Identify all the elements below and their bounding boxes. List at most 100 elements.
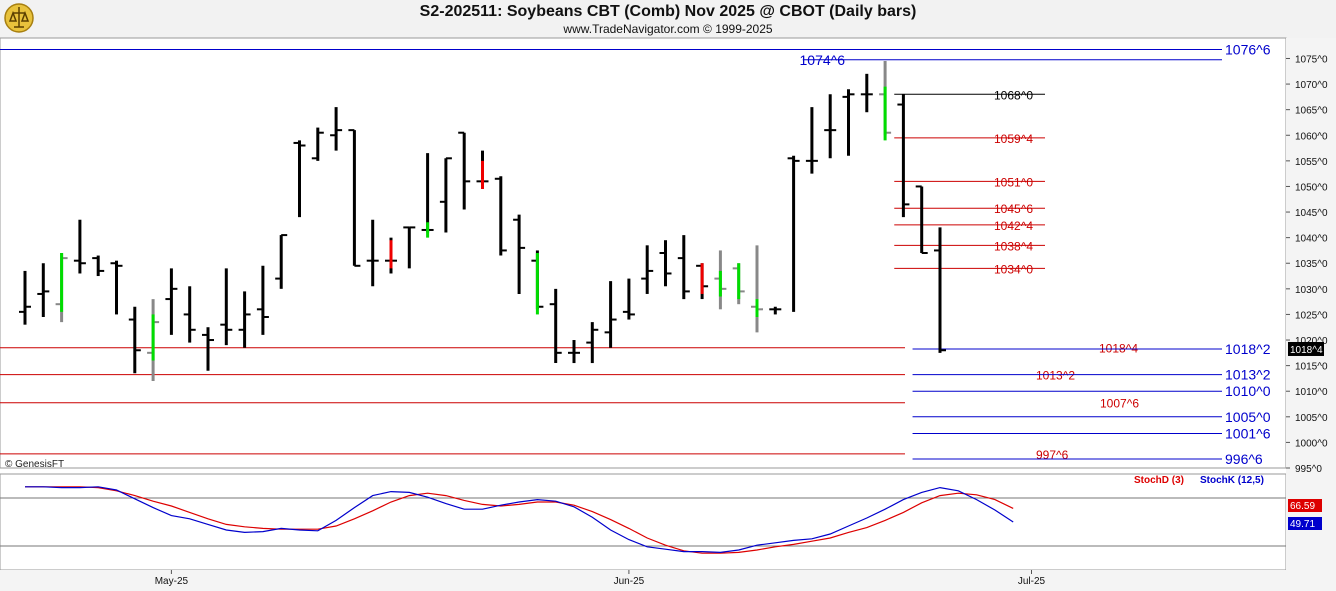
price-bar bbox=[183, 286, 196, 343]
stochd-last-box bbox=[1288, 499, 1322, 512]
chart-header bbox=[0, 0, 1336, 38]
price-bar bbox=[73, 219, 86, 274]
level-label: 1042^4 bbox=[994, 219, 1033, 233]
price-bar bbox=[256, 265, 269, 335]
level-label: 1005^0 bbox=[1225, 409, 1271, 425]
price-bar bbox=[732, 263, 745, 305]
x-tick-label: Jul-25 bbox=[1018, 576, 1046, 587]
price-bar bbox=[92, 255, 105, 277]
price-bar bbox=[879, 61, 892, 141]
price-bar bbox=[751, 245, 763, 333]
y-tick-label: 1025^0 bbox=[1295, 310, 1328, 321]
price-bar bbox=[439, 157, 452, 233]
price-bar bbox=[128, 306, 141, 374]
y-tick-label: 1040^0 bbox=[1295, 234, 1328, 245]
price-bar bbox=[110, 260, 123, 315]
y-tick-label: 995^0 bbox=[1295, 464, 1322, 475]
level-label: 997^6 bbox=[1036, 448, 1069, 462]
price-bar bbox=[622, 278, 635, 320]
x-tick-label: Jun-25 bbox=[614, 576, 645, 587]
price-bar bbox=[842, 89, 855, 156]
level-label: 1001^6 bbox=[1225, 425, 1271, 441]
price-bar bbox=[275, 234, 288, 289]
level-label: 1013^2 bbox=[1225, 367, 1271, 383]
y-tick-label: 1065^0 bbox=[1295, 106, 1328, 117]
y-tick-label: 1010^0 bbox=[1295, 387, 1328, 398]
watermark-text: © GenesisFT bbox=[5, 459, 64, 470]
y-tick-label: 1000^0 bbox=[1295, 438, 1328, 449]
price-bar bbox=[604, 281, 617, 348]
price-bar bbox=[147, 299, 160, 381]
price-bar bbox=[769, 306, 782, 315]
price-bar bbox=[403, 226, 416, 269]
chart-subtitle: www.TradeNavigator.com © 1999-2025 bbox=[563, 22, 773, 36]
price-bar bbox=[330, 107, 343, 151]
y-tick-label: 1060^0 bbox=[1295, 131, 1328, 142]
price-bar bbox=[659, 240, 672, 287]
level-label: 1051^0 bbox=[994, 175, 1033, 189]
y-axis-background bbox=[1286, 38, 1336, 591]
stochk-last-box bbox=[1288, 517, 1322, 530]
last-price-box bbox=[1288, 341, 1324, 356]
legend-stochd: StochD (3) bbox=[1134, 475, 1184, 486]
price-bar bbox=[19, 270, 31, 325]
stochd-last-label: 66.59 bbox=[1290, 501, 1315, 512]
level-label: 1007^6 bbox=[1100, 397, 1139, 411]
price-bar bbox=[165, 268, 178, 335]
price-bar bbox=[531, 250, 544, 315]
stochd-line bbox=[25, 486, 1014, 554]
price-bar bbox=[677, 235, 690, 300]
last-price-label: 1018^4 bbox=[1290, 345, 1323, 356]
price-panel-frame bbox=[0, 37, 1287, 469]
price-bar bbox=[805, 107, 818, 174]
level-label: 1034^0 bbox=[994, 262, 1033, 276]
price-bar bbox=[458, 131, 471, 210]
level-label: 996^6 bbox=[1225, 451, 1263, 467]
price-bar bbox=[824, 94, 837, 159]
stochk-line bbox=[25, 486, 1014, 554]
price-bar bbox=[202, 327, 214, 371]
price-bar bbox=[311, 127, 324, 161]
level-label: 1010^0 bbox=[1225, 383, 1271, 399]
y-tick-label: 1005^0 bbox=[1295, 413, 1328, 424]
chart-title: S2-202511: Soybeans CBT (Comb) Nov 2025 … bbox=[419, 3, 917, 20]
price-bar bbox=[915, 185, 928, 254]
price-bar bbox=[220, 268, 233, 346]
level-label: 1013^2 bbox=[1036, 369, 1075, 383]
price-bar bbox=[897, 94, 910, 218]
price-bar bbox=[934, 227, 946, 353]
y-tick-label: 1075^0 bbox=[1295, 54, 1328, 65]
level-label: 1038^4 bbox=[994, 239, 1033, 253]
price-bar bbox=[494, 176, 507, 256]
level-label: 1059^4 bbox=[994, 132, 1033, 146]
price-bar bbox=[55, 253, 68, 323]
tradenavigator-logo-icon bbox=[4, 3, 34, 33]
y-tick-label: 1070^0 bbox=[1295, 80, 1328, 91]
y-tick-label: 1020^0 bbox=[1295, 336, 1328, 347]
price-bar bbox=[714, 250, 727, 310]
price-bar bbox=[366, 219, 379, 287]
x-axis-background bbox=[0, 570, 1286, 591]
price-bar bbox=[293, 140, 306, 218]
price-bar bbox=[421, 153, 434, 238]
price-bar bbox=[860, 73, 873, 113]
y-tick-label: 1035^0 bbox=[1295, 259, 1328, 270]
y-tick-label: 1045^0 bbox=[1295, 208, 1328, 219]
level-label: 1068^0 bbox=[994, 88, 1033, 102]
y-tick-label: 1015^0 bbox=[1295, 362, 1328, 373]
price-bar bbox=[385, 237, 397, 274]
level-label: 1076^6 bbox=[1225, 42, 1271, 58]
price-bar bbox=[476, 150, 489, 190]
level-label: 1045^6 bbox=[994, 202, 1033, 216]
y-tick-label: 1050^0 bbox=[1295, 182, 1328, 193]
price-bar bbox=[238, 291, 251, 348]
y-tick-label: 1030^0 bbox=[1295, 285, 1328, 296]
x-tick-label: May-25 bbox=[155, 576, 189, 587]
price-bar bbox=[348, 129, 361, 267]
price-bar bbox=[37, 263, 50, 317]
price-bar bbox=[568, 340, 580, 364]
y-tick-label: 1055^0 bbox=[1295, 157, 1328, 168]
price-bar bbox=[549, 288, 562, 364]
price-bar bbox=[641, 245, 654, 294]
